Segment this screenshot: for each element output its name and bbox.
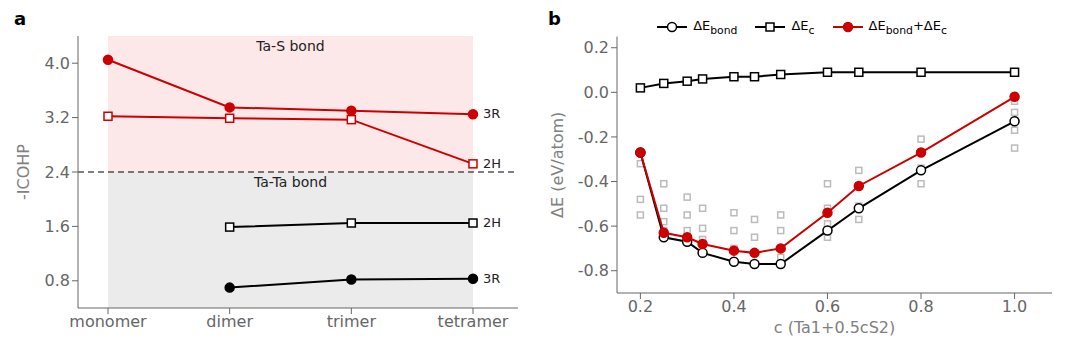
svg-text:monomer: monomer — [69, 312, 147, 331]
svg-text:3R: 3R — [483, 106, 500, 121]
svg-text:Ta-S bond: Ta-S bond — [255, 38, 324, 54]
html-text:a: a — [14, 8, 27, 29]
svg-text:tetramer: tetramer — [438, 312, 509, 331]
html-text:ΔEbond+ΔEc: ΔEbond+ΔEc — [868, 18, 947, 37]
svg-text:-0.4: -0.4 — [578, 172, 609, 191]
svg-text:2H: 2H — [483, 215, 501, 230]
html-text:b: b — [548, 8, 561, 29]
svg-text:c (Ta1+0.5cS2): c (Ta1+0.5cS2) — [774, 318, 895, 337]
svg-text:1.0: 1.0 — [1002, 297, 1027, 316]
svg-text:-0.6: -0.6 — [578, 217, 609, 236]
html-text:ΔEbond: ΔEbond — [693, 18, 738, 37]
svg-text:Ta-Ta bond: Ta-Ta bond — [253, 174, 327, 190]
svg-text:1.6: 1.6 — [45, 217, 70, 236]
svg-text:-0.8: -0.8 — [578, 261, 609, 280]
svg-text:4.0: 4.0 — [45, 54, 70, 73]
svg-text:trimer: trimer — [327, 312, 377, 331]
svg-text:0.2: 0.2 — [628, 297, 653, 316]
svg-text:ΔE (eV/atom): ΔE (eV/atom) — [548, 112, 567, 218]
svg-text:0.6: 0.6 — [815, 297, 840, 316]
html-text:ΔEc: ΔEc — [791, 18, 815, 37]
svg-text:0.8: 0.8 — [908, 297, 933, 316]
svg-text:-ICOHP: -ICOHP — [14, 144, 33, 200]
svg-text:0.4: 0.4 — [721, 297, 746, 316]
svg-text:0.2: 0.2 — [584, 38, 609, 57]
svg-text:dimer: dimer — [206, 312, 253, 331]
svg-text:3.2: 3.2 — [45, 108, 70, 127]
svg-text:0.0: 0.0 — [584, 83, 609, 102]
svg-text:0.8: 0.8 — [45, 271, 70, 290]
svg-text:2H: 2H — [483, 156, 501, 171]
svg-text:-0.2: -0.2 — [578, 128, 609, 147]
svg-text:3R: 3R — [483, 271, 500, 286]
svg-text:2.4: 2.4 — [45, 163, 70, 182]
